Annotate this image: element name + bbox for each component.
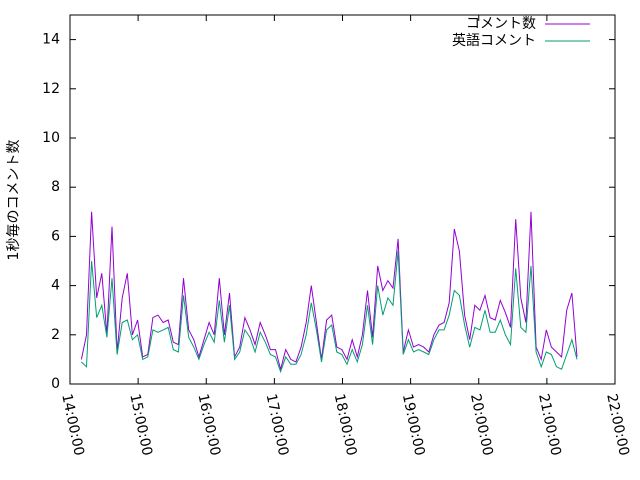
- y-tick-label: 12: [42, 81, 60, 97]
- series-line: [80, 211, 578, 372]
- x-tick-label: 16:00:00: [194, 392, 223, 457]
- y-axis-label: 1秒毎のコメント数: [6, 140, 22, 261]
- y-tick-label: 0: [51, 376, 60, 392]
- series-line: [81, 251, 578, 374]
- legend-label: 英語コメント: [452, 32, 536, 49]
- x-tick-label: 21:00:00: [535, 392, 564, 457]
- y-tick-label: 14: [42, 32, 60, 48]
- x-tick-label: 18:00:00: [331, 392, 360, 457]
- y-tick-label: 6: [51, 228, 60, 244]
- x-tick-label: 14:00:00: [58, 392, 87, 457]
- x-tick-label: 22:00:00: [603, 392, 632, 457]
- x-tick-label: 20:00:00: [467, 392, 496, 457]
- legend-label: コメント数: [466, 16, 536, 32]
- y-tick-label: 8: [51, 179, 60, 195]
- x-tick-label: 17:00:00: [263, 392, 292, 457]
- y-tick-label: 2: [51, 327, 60, 343]
- y-tick-label: 4: [51, 278, 60, 294]
- x-tick-label: 15:00:00: [126, 392, 155, 457]
- y-tick-label: 10: [42, 130, 60, 146]
- x-tick-label: 19:00:00: [399, 392, 428, 457]
